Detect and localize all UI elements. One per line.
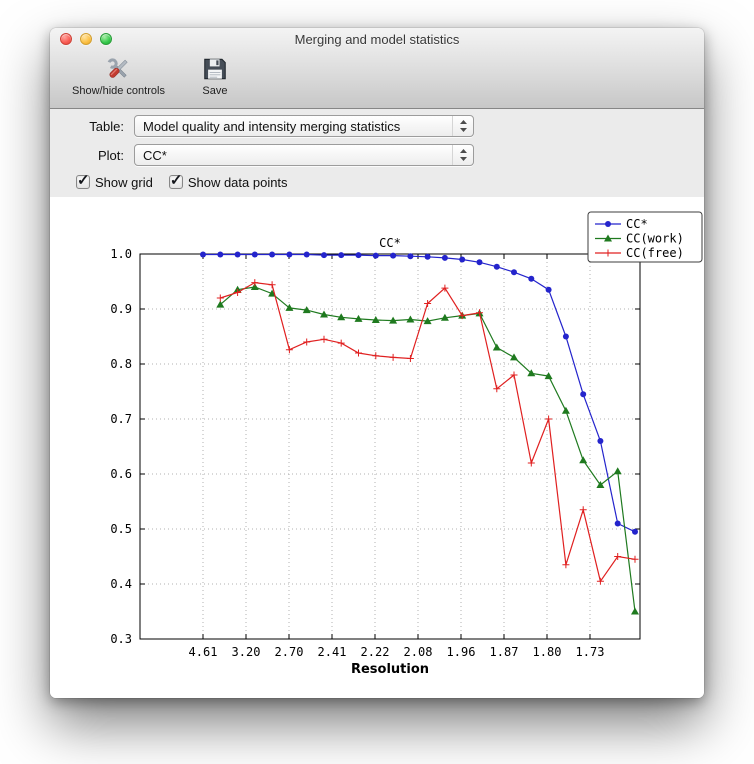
show-hide-controls-label: Show/hide controls [72,85,165,97]
svg-text:0.9: 0.9 [110,302,132,316]
svg-text:CC(free): CC(free) [626,246,684,260]
plot-dropdown-value: CC* [143,147,167,163]
show-data-points-checkbox-box[interactable]: ✓ [168,172,183,189]
table-dropdown[interactable]: Model quality and intensity merging stat… [134,115,474,137]
show-data-points-label: Show data points [187,174,288,190]
save-label: Save [202,85,228,97]
show-hide-controls-button[interactable]: Show/hide controls [66,50,171,97]
show-grid-checkbox-box[interactable]: ✓ [76,172,90,189]
show-data-points-checkbox[interactable]: ✓ Show data points [168,172,288,190]
checkmark-icon: ✓ [77,172,90,189]
close-button[interactable] [60,33,72,45]
axes-frame [139,253,641,640]
dropdown-arrows-icon [452,116,473,136]
zoom-button[interactable] [100,33,112,45]
svg-text:1.87: 1.87 [490,645,519,659]
svg-text:1.0: 1.0 [110,247,132,261]
svg-text:0.6: 0.6 [110,467,132,481]
svg-text:2.70: 2.70 [275,645,304,659]
show-grid-label: Show grid [95,174,153,190]
series-cc-free [216,279,639,585]
x-axis-label: Resolution [351,662,429,677]
svg-text:CC(work): CC(work) [626,232,684,246]
svg-text:2.22: 2.22 [361,645,390,659]
show-grid-checkbox[interactable]: ✓ Show grid [76,172,153,190]
svg-text:1.80: 1.80 [533,645,562,659]
dropdown-arrows-icon [452,145,473,165]
svg-text:0.3: 0.3 [110,632,132,646]
app-window: Merging and model statistics [50,28,704,698]
traffic-lights [60,28,112,50]
plot-label: Plot: [97,147,124,163]
table-label: Table: [89,118,124,134]
checkmark-icon: ✓ [169,172,183,189]
chart: 0.3 0.4 0.5 0.6 0.7 0.8 0.9 1.0 4.61 3.20 2.70 2.41… [50,199,704,698]
svg-text:1.73: 1.73 [576,645,605,659]
svg-text:0.7: 0.7 [110,412,132,426]
x-axis: 4.61 3.20 2.70 2.41 2.22 2.08 1.96 1.87 1.80 1.73 [189,254,605,659]
svg-text:2.41: 2.41 [318,645,347,659]
series-cc-star [200,251,638,535]
svg-text:0.4: 0.4 [110,577,132,591]
save-button[interactable]: Save [195,50,235,97]
chart-legend: CC*CC(work)CC(free) [587,211,703,263]
table-dropdown-value: Model quality and intensity merging stat… [143,118,401,134]
tools-icon [104,55,132,83]
plot-dropdown[interactable]: CC* [134,144,474,166]
svg-text:4.61: 4.61 [189,645,218,659]
svg-text:0.8: 0.8 [110,357,132,371]
minimize-button[interactable] [80,33,92,45]
y-axis: 0.3 0.4 0.5 0.6 0.7 0.8 0.9 1.0 [110,247,640,646]
svg-text:2.08: 2.08 [404,645,433,659]
save-icon [201,55,229,83]
chart-title: CC* [379,236,401,250]
window-header: Merging and model statistics [50,28,704,109]
toolbar: Show/hide controls Save [50,50,704,108]
svg-text:CC*: CC* [626,217,648,231]
svg-text:3.20: 3.20 [232,645,261,659]
controls-panel: Table: Model quality and intensity mergi… [50,109,704,197]
chart-svg: 0.3 0.4 0.5 0.6 0.7 0.8 0.9 1.0 4.61 3.20 2.70 2.41… [110,211,703,677]
plot-area: 0.3 0.4 0.5 0.6 0.7 0.8 0.9 1.0 4.61 3.20 2.70 2.41… [50,197,704,698]
series-cc-work [216,283,639,615]
window-title: Merging and model statistics [294,31,460,47]
window-titlebar[interactable]: Merging and model statistics [50,28,704,50]
svg-text:1.96: 1.96 [447,645,476,659]
svg-text:0.5: 0.5 [110,522,132,536]
